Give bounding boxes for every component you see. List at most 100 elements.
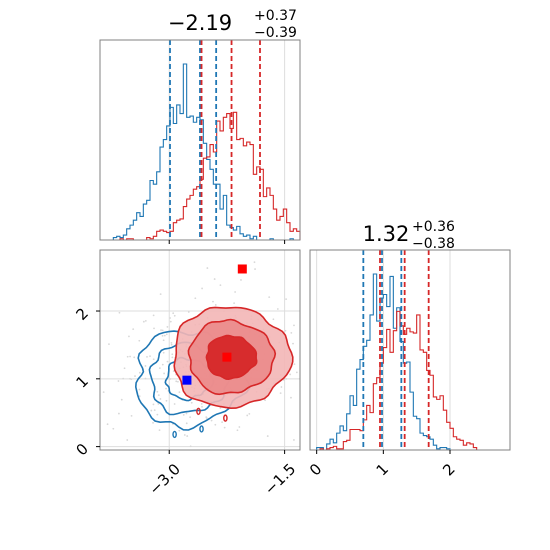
sample-point bbox=[189, 445, 192, 448]
sample-point bbox=[293, 363, 296, 365]
param2-title-sub: −0.38 bbox=[412, 236, 455, 252]
sample-point bbox=[130, 414, 133, 417]
sample-point bbox=[264, 399, 267, 402]
sample-point bbox=[187, 311, 190, 313]
param2-title-sup: +0.36 bbox=[412, 219, 455, 235]
sample-point bbox=[152, 403, 155, 406]
sample-point bbox=[206, 267, 209, 269]
sample-point bbox=[165, 399, 168, 402]
sample-point bbox=[221, 421, 224, 423]
sample-point bbox=[248, 413, 251, 415]
histogram-series-1 bbox=[100, 111, 301, 241]
sample-point bbox=[169, 378, 172, 380]
sample-point bbox=[152, 421, 154, 424]
sample-point bbox=[289, 373, 292, 376]
sample-point bbox=[293, 324, 295, 327]
sample-point bbox=[177, 380, 179, 383]
sample-point bbox=[233, 302, 236, 305]
sample-point bbox=[190, 401, 193, 404]
sample-point bbox=[200, 402, 203, 405]
sample-point bbox=[117, 380, 120, 382]
sample-point bbox=[171, 356, 174, 359]
sample-point bbox=[162, 339, 165, 342]
sample-point bbox=[161, 329, 164, 332]
sample-point bbox=[138, 395, 141, 398]
sample-point bbox=[166, 326, 169, 328]
sample-point bbox=[153, 327, 155, 330]
sample-point bbox=[292, 342, 294, 345]
marker-square bbox=[237, 264, 247, 274]
sample-point bbox=[279, 392, 282, 395]
sample-point bbox=[214, 304, 217, 306]
sample-point bbox=[106, 423, 109, 426]
sample-point bbox=[144, 320, 147, 322]
sample-point bbox=[120, 398, 123, 401]
sample-point bbox=[182, 413, 185, 416]
sample-point bbox=[156, 390, 159, 393]
param1-histograms bbox=[100, 63, 301, 241]
contour-island bbox=[223, 414, 228, 422]
sample-point bbox=[172, 370, 175, 372]
sample-point bbox=[159, 398, 162, 400]
sample-point bbox=[160, 329, 162, 332]
sample-point bbox=[132, 328, 135, 331]
sample-point bbox=[219, 284, 222, 287]
sample-point bbox=[163, 372, 166, 375]
marker-square bbox=[182, 375, 192, 385]
param1-title-value: −2.19 bbox=[168, 11, 232, 35]
sample-point bbox=[159, 293, 162, 295]
sample-point bbox=[238, 426, 241, 428]
param1-marginal-panel: −2.19 +0.37 −0.39 bbox=[99, 8, 301, 244]
sample-point bbox=[185, 422, 188, 425]
sample-point bbox=[165, 387, 167, 390]
sample-point bbox=[123, 367, 126, 370]
param1-frame bbox=[99, 39, 301, 241]
sample-point bbox=[246, 414, 249, 417]
param1-title: −2.19 bbox=[168, 11, 232, 35]
sample-point bbox=[295, 371, 298, 374]
contour-island bbox=[196, 407, 201, 416]
contour-island bbox=[172, 430, 177, 439]
sample-point bbox=[150, 409, 153, 412]
sample-point bbox=[173, 314, 176, 317]
param2-frame bbox=[309, 249, 511, 451]
sample-point bbox=[185, 412, 188, 415]
sample-point bbox=[214, 423, 217, 426]
sample-point bbox=[126, 355, 129, 358]
sample-point bbox=[201, 405, 203, 408]
sample-point bbox=[138, 388, 141, 391]
sample-point bbox=[122, 377, 125, 380]
sample-point bbox=[280, 386, 283, 388]
sample-point bbox=[146, 355, 148, 358]
sample-point bbox=[157, 394, 160, 397]
contour-island bbox=[199, 425, 204, 433]
sample-point bbox=[138, 339, 141, 342]
sample-point bbox=[186, 435, 189, 437]
sample-point bbox=[223, 426, 226, 429]
sample-point bbox=[170, 341, 173, 344]
sample-point bbox=[172, 312, 175, 315]
sample-point bbox=[173, 403, 176, 405]
sample-point bbox=[166, 360, 169, 363]
sample-point bbox=[171, 353, 174, 356]
sample-point bbox=[118, 311, 121, 314]
sample-point bbox=[118, 412, 120, 415]
sample-point bbox=[133, 356, 136, 359]
param2-quantile-lines bbox=[362, 250, 430, 450]
sample-point bbox=[153, 409, 156, 412]
sample-point bbox=[129, 355, 131, 358]
sample-point bbox=[170, 343, 173, 346]
joint-contours bbox=[134, 306, 294, 439]
sample-point bbox=[285, 298, 288, 301]
sample-point bbox=[219, 407, 222, 409]
sample-point bbox=[272, 318, 275, 321]
sample-point bbox=[254, 268, 256, 270]
sample-point bbox=[205, 416, 208, 419]
sample-point bbox=[129, 377, 131, 380]
joint-frame bbox=[99, 249, 301, 451]
sample-point bbox=[158, 367, 161, 370]
param1-title-sup: +0.37 bbox=[254, 8, 297, 24]
sample-point bbox=[276, 308, 279, 310]
sample-point bbox=[144, 377, 147, 380]
